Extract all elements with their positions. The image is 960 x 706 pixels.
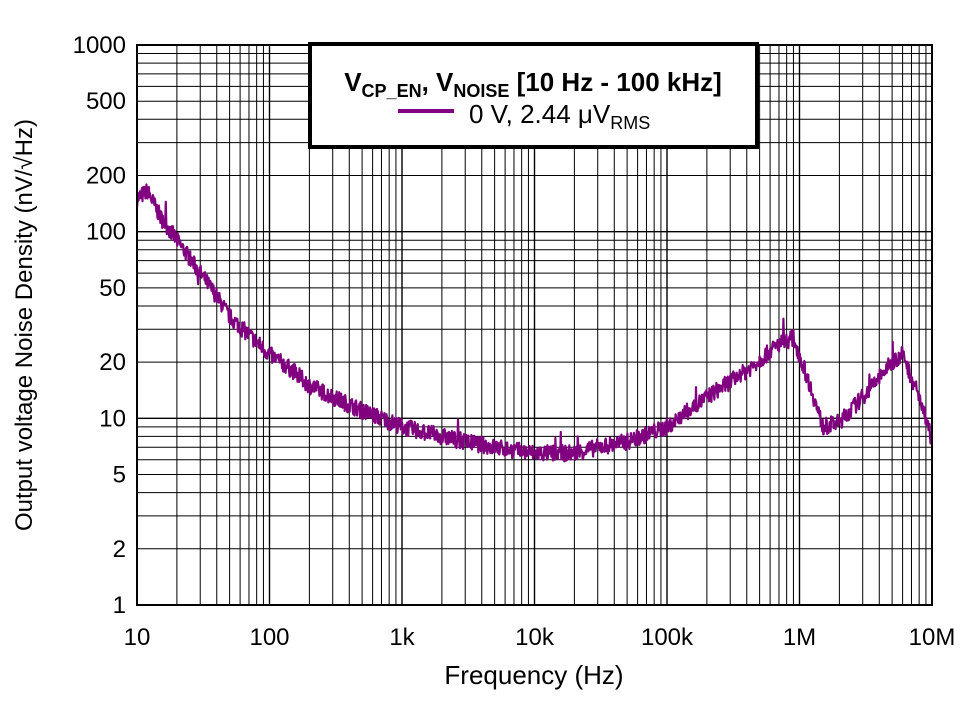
y-tick-label: 1 xyxy=(113,592,126,619)
series-layer xyxy=(135,183,934,463)
x-tick-label: 1M xyxy=(783,624,816,651)
y-tick-label: 500 xyxy=(86,88,126,115)
y-tick-label: 200 xyxy=(86,162,126,189)
series-line xyxy=(135,183,934,463)
x-tick-label: 100k xyxy=(641,624,694,651)
x-tick-label: 10 xyxy=(124,624,151,651)
legend: VCP_EN, VNOISE [10 Hz - 100 kHz] 0 V, 2.… xyxy=(308,42,759,149)
x-tick-label: 100 xyxy=(249,624,289,651)
y-tick-label: 50 xyxy=(99,275,126,302)
x-axis-label: Frequency (Hz) xyxy=(444,660,623,690)
x-tick-label: 1k xyxy=(389,624,415,651)
y-tick-labels: 1 2 5 10 20 50 100 200 500 1000 xyxy=(73,32,126,619)
y-tick-label: 5 xyxy=(113,462,126,489)
y-tick-label: 2 xyxy=(113,536,126,563)
y-tick-label: 100 xyxy=(86,219,126,246)
legend-title: VCP_EN, VNOISE [10 Hz - 100 kHz] xyxy=(344,67,722,101)
y-tick-label: 10 xyxy=(99,405,126,432)
y-axis-label: Output voltage Noise Density (nV/√Hz) xyxy=(11,119,38,531)
legend-entry: 0 V, 2.44 μVRMS xyxy=(469,99,650,133)
legend-box xyxy=(308,42,759,149)
x-tick-label: 10k xyxy=(515,624,555,651)
y-tick-label: 1000 xyxy=(73,32,126,59)
x-tick-label: 10M xyxy=(909,624,956,651)
y-tick-label: 20 xyxy=(99,349,126,376)
x-tick-labels: 10 100 1k 10k 100k 1M 10M xyxy=(124,624,956,651)
